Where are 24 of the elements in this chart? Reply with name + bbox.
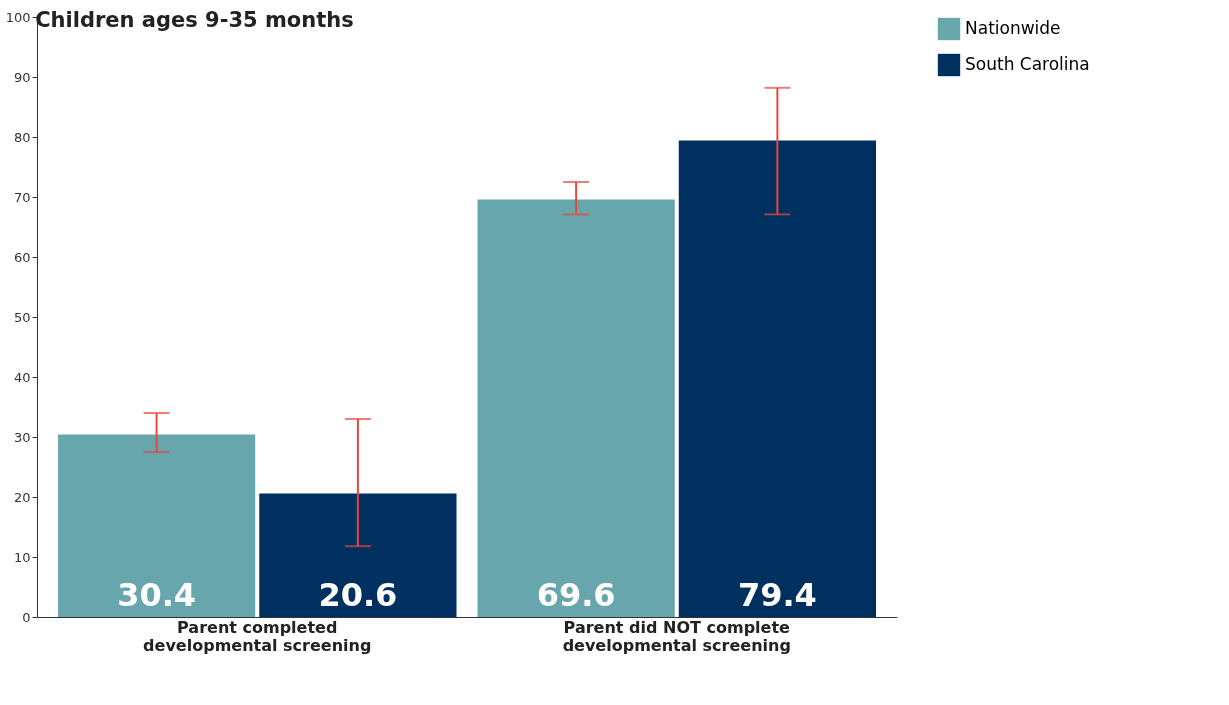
legend-label: Nationwide bbox=[965, 18, 1061, 38]
y-tick-label: 60 bbox=[13, 249, 31, 265]
x-tick-label: Parent did NOT complete developmental screening bbox=[562, 617, 791, 655]
legend-label: South Carolina bbox=[965, 54, 1090, 74]
y-tick-label: 30 bbox=[13, 429, 31, 445]
y-tick-label: 0 bbox=[22, 609, 31, 625]
y-tick-label: 20 bbox=[13, 489, 31, 505]
x-tick-label: Parent completed developmental screening bbox=[143, 617, 372, 655]
y-tick-label: 90 bbox=[13, 69, 31, 85]
data-label: 69.6 bbox=[536, 576, 616, 614]
chart-title: Children ages 9-35 months bbox=[35, 8, 354, 32]
bar bbox=[57, 434, 256, 617]
bar bbox=[259, 493, 457, 617]
y-tick-label: 80 bbox=[13, 129, 31, 145]
y-tick-label: 100 bbox=[5, 9, 31, 25]
data-label: 79.4 bbox=[737, 576, 817, 614]
data-label: 20.6 bbox=[318, 576, 398, 614]
bar bbox=[678, 140, 877, 617]
y-tick-label: 10 bbox=[13, 549, 31, 565]
bar bbox=[477, 199, 675, 617]
y-tick-label: 70 bbox=[13, 189, 31, 205]
y-tick-label: 40 bbox=[13, 369, 31, 385]
y-tick-label: 50 bbox=[13, 309, 31, 325]
data-label: 30.4 bbox=[117, 576, 197, 614]
